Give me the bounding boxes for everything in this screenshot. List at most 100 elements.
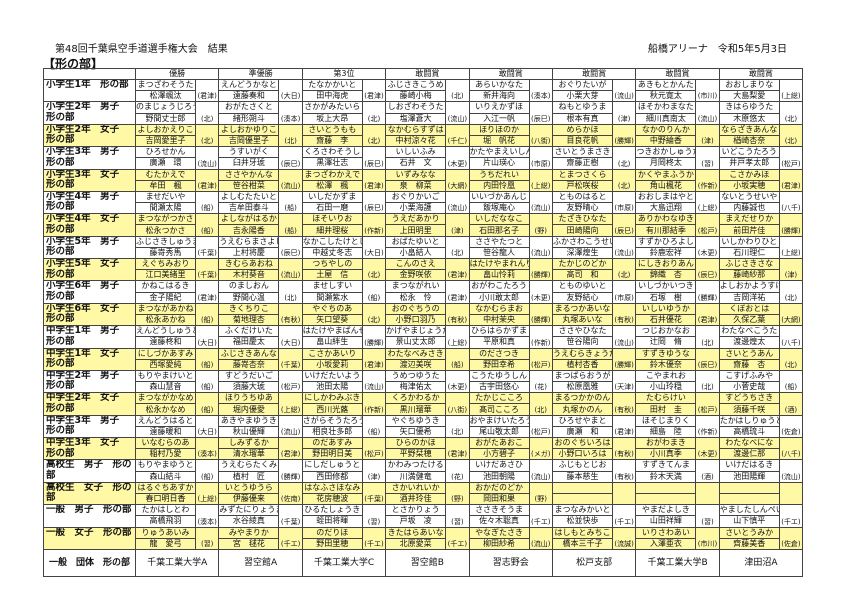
competitor-name: 内田怜凰 [468, 179, 530, 192]
team-row: 一般 団体 形の部 千葉工業大学A 習空館A 千葉工業大学C 習空館B 習志野会 松戸支部千… [43, 548, 804, 577]
table-row-names: 森山結斗 植村 匠 西田修都 川満健竜 池田朝陽 藤本慈生 鈴木天満 池田陽輝 [44, 470, 803, 483]
dojo-name: (佐南) [278, 481, 303, 506]
table-row-names: 遠藤暖和 秋山優輝 相良壮多郎 矢口優希 尾山敬太郎 廣瀬 和 細島 陸 高橋琉斗 [44, 425, 803, 439]
dojo-name: (千エ) [778, 504, 804, 528]
category-label: 中学生1年 男子 形の部 [43, 325, 136, 349]
competitor-name: 橋本三千子 [551, 537, 613, 550]
dojo-name: (船) [278, 213, 303, 237]
kana-reading: ふじさきさな [718, 257, 780, 271]
dojo-name: (習) [445, 504, 470, 528]
dojo-name: (北) [278, 280, 303, 304]
dojo-name: (千葉) [278, 347, 303, 371]
kana-reading: くぼおとは [718, 302, 780, 315]
competitor-name: 上田明里 [385, 224, 447, 237]
competitor-name: 根本有真 [551, 112, 613, 125]
competitor-name: 笹谷陽向 [551, 336, 613, 349]
dojo-name: (有秋) [611, 459, 637, 483]
category-label: 小学生1年 形の部 [43, 78, 136, 103]
kana-reading: つちやしの [301, 257, 363, 271]
dojo-name: (辰巳) [361, 146, 387, 170]
competitor-name: 須藤大琥 [218, 381, 280, 394]
dojo-name: (大日) [278, 78, 303, 103]
kana-reading: おぐりかいご [385, 190, 447, 204]
dojo-name: (流山) [611, 78, 637, 103]
dojo-name: (大日) [361, 235, 387, 260]
competitor-name: 笹谷龍人 [468, 246, 530, 260]
dojo-name: (君津) [778, 168, 804, 192]
dojo-name: (君津) [361, 168, 387, 192]
dojo-name: (八街) [445, 392, 470, 416]
kana-reading: こんのさえ [385, 257, 447, 271]
competitor-name: 飯塚庵心 [468, 202, 530, 215]
kana-reading: まつざわかえで [301, 168, 363, 181]
table-row-names: 間瀬太陽 吉牟田泰斗 石田一磨 小栗海護 飯塚庵心 友野晴心 大島迅翔 内藤誠也 [44, 202, 803, 215]
table-row: 小学生1年 形の部 まつざわそうた (君津) えんどうかなと (大日) たなかかいと (君津… [43, 78, 804, 103]
column-header: 優勝 [134, 68, 220, 80]
kana-reading: はなふさほなみ [301, 481, 363, 494]
dojo-name: (大網) [445, 168, 470, 192]
competitor-name: 藤崎紗那 [718, 269, 780, 282]
table-row: 小学生5年 女子 形の部 えぐちみおり (千葉) きむらあおね (流山) つちやしの (北)… [43, 257, 804, 282]
kana-reading: さいとうみか [718, 526, 780, 539]
kana-reading: かたやまえいしん [468, 146, 530, 159]
dojo-name: (流山) [361, 369, 387, 394]
dojo-name: (有秋) [611, 392, 637, 416]
dojo-name: (津) [361, 459, 387, 483]
table-row-names: 松永つかさ 吉永陽香 細井理桜 上田明里 石田那名子 田崎陽向 有川那結季 前田芹佳 [44, 224, 803, 237]
kana-reading [551, 481, 613, 494]
category-label: 小学生5年 女子 形の部 [43, 257, 136, 282]
table-row-names: 牟田 楓 笹谷柑菜 松澤 楓 泉 柳菜 内田怜凰 戸松咲桜 角山楓花 小坂実穂 [44, 179, 803, 192]
dojo-name [611, 481, 637, 506]
category-label: 一般 男子 形の部 [43, 504, 136, 528]
kana-reading: みずたにりょうま [218, 504, 280, 517]
kana-reading: さいとうまさき [551, 146, 613, 159]
dojo-name: (八街) [528, 123, 553, 148]
competitor-name: 松永かなめ [135, 403, 196, 416]
competitor-name: 中村涼々花 [385, 134, 447, 148]
competitor-name: 遠藤暖和 [135, 425, 196, 439]
dojo-name: (君津) [445, 280, 470, 304]
competitor-name: 田中海虎 [301, 90, 363, 103]
competitor-name: 小菅史哉 [718, 381, 780, 394]
competitor-name: 小川真季 [635, 448, 697, 461]
kana-reading: まつざわそうた [135, 78, 196, 92]
table-row: 小学生2年 男子 形の部 のまじょうじろう (北) おがたさくと (湊本) さかがみたいら… [43, 101, 804, 125]
competitor-name: 臼井牙琥 [218, 157, 280, 170]
dojo-name: (上総) [778, 235, 804, 260]
kana-reading: くろかわるか [385, 392, 447, 405]
competitor-name: 山下慎平 [718, 515, 780, 528]
dojo-name: (船) [194, 369, 220, 394]
team-name: 習空館A [218, 548, 303, 577]
kana-reading: いしいふみ [385, 146, 447, 159]
dojo-name: (北) [445, 78, 470, 103]
competitor-name: 石田那名子 [468, 224, 530, 237]
kana-reading: いりさわあい [635, 526, 697, 539]
dojo-name: (習) [194, 526, 220, 550]
dojo-name: (大日) [278, 325, 303, 349]
kana-reading: ふかさわこうせい [551, 235, 613, 248]
kana-reading: りゅうあいみ [135, 526, 196, 539]
kana-reading: おがわまき [635, 436, 697, 450]
dojo-name: (船) [194, 213, 220, 237]
kana-reading: にしかわみぶき [301, 392, 363, 405]
kana-reading: おばたゆいと [385, 235, 447, 248]
kana-reading: きたはらあいな [385, 526, 447, 539]
kana-reading: ささやたつと [468, 235, 530, 248]
dojo-name: (流山) [528, 235, 553, 260]
competitor-name: 池田太陽 [301, 381, 363, 394]
kana-reading: はたけやまばんせい [301, 325, 363, 338]
kana-reading: ほりほのか [468, 123, 530, 136]
competitor-name: 齋藤正樹 [551, 157, 613, 170]
dojo-name [695, 481, 720, 506]
kana-reading: みやまりか [218, 526, 280, 539]
dojo-name: (習) [695, 504, 720, 528]
kana-reading: よしおかゆりこ [218, 123, 280, 136]
kana-reading: ほそかわまなた [635, 101, 697, 114]
dojo-name: (君津) [194, 78, 220, 103]
competitor-name: 小川敢太郎 [468, 291, 530, 304]
dojo-name: (君津) [361, 78, 387, 103]
competitor-name: 大島梨愛 [718, 90, 780, 103]
kana-reading: おのぐちいろは [551, 436, 613, 450]
kana-reading: わたなべこうた [718, 325, 780, 338]
table-row: 小学生5年 男子 形の部 ふじさきしゅうま (千葉) うえむらまさよし (辰巳) なかこし… [43, 235, 804, 260]
